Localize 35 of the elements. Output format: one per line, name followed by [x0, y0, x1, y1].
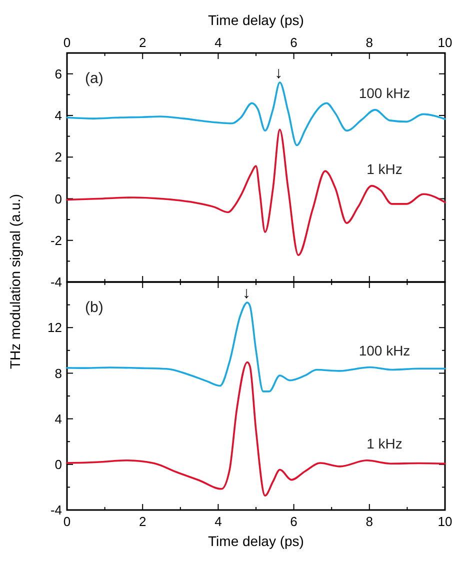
x-tick-label: 6: [290, 35, 298, 50]
y-axis-title: THz modulation signal (a.u.): [7, 194, 23, 370]
y-tick-label: -2: [50, 232, 62, 248]
y-tick-label: 4: [54, 108, 62, 124]
y-tick-label: 2: [54, 150, 62, 165]
x-tick-label: 4: [214, 514, 222, 529]
x-tick-label: 2: [138, 35, 146, 50]
x-tick-label: 2: [138, 514, 146, 529]
series-label: 1 kHz: [366, 435, 402, 452]
y-tick-label: -4: [50, 274, 62, 290]
x-tick-label: 4: [214, 35, 222, 50]
y-tick-label: 6: [54, 66, 62, 82]
line-series: [66, 302, 446, 392]
x-axis-title: Time delay (ps): [208, 533, 304, 549]
annotation: ↓: [242, 284, 251, 302]
series-label: 1 kHz: [366, 160, 402, 177]
y-tick-label: 0: [54, 456, 62, 472]
line-series: [66, 128, 446, 256]
y-tick-label: 12: [48, 320, 62, 336]
x-tick-label: 10: [438, 514, 452, 529]
y-tick-label: 4: [54, 411, 62, 426]
annotation: ↓: [274, 64, 283, 82]
x-axis-title: Time delay (ps): [208, 12, 304, 28]
y-tick-label: 0: [54, 191, 62, 206]
text: (b): [85, 299, 104, 316]
x-tick-label: 8: [366, 514, 374, 529]
y-tick-label: 8: [54, 366, 62, 381]
line-series: [66, 361, 446, 497]
series-label: 100 kHz: [358, 342, 410, 358]
x-tick-label: 6: [290, 514, 298, 529]
x-tick-label: 8: [366, 35, 374, 50]
series-label: 100 kHz: [358, 84, 410, 101]
text: (a): [85, 70, 104, 87]
y-tick-label: -4: [50, 502, 62, 518]
x-tick-label: 10: [438, 35, 452, 50]
